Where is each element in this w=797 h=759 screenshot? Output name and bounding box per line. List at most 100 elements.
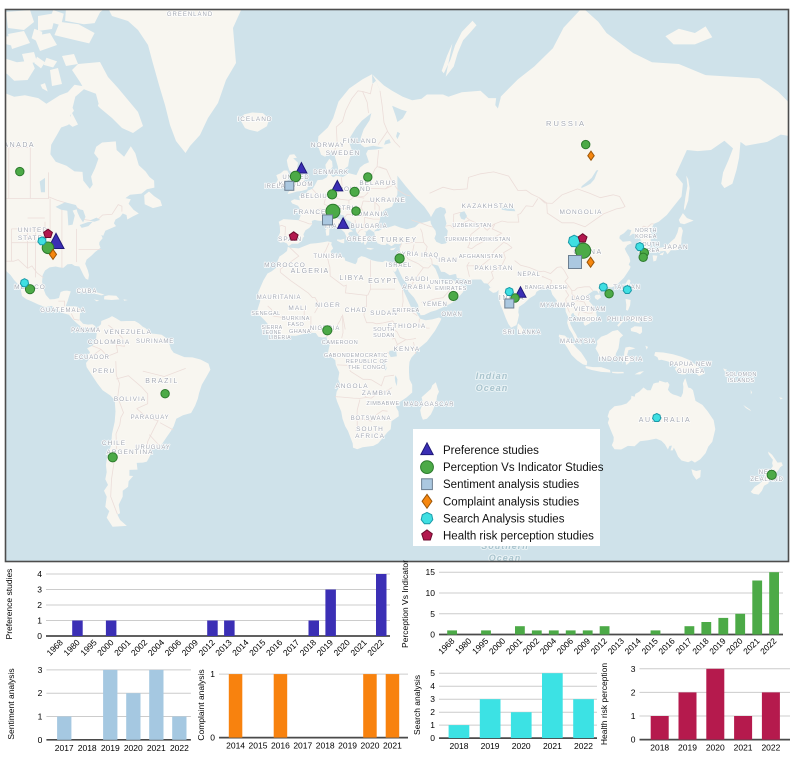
svg-text:ARABIA: ARABIA [402, 284, 432, 291]
svg-text:CAMEROON: CAMEROON [322, 340, 358, 346]
svg-text:Health risk perception: Health risk perception [599, 663, 609, 745]
svg-text:UNITED ARAB: UNITED ARAB [430, 280, 472, 286]
svg-text:ECUADOR: ECUADOR [74, 355, 110, 361]
svg-text:MALI: MALI [288, 305, 307, 312]
svg-text:0: 0 [210, 733, 215, 743]
svg-text:2019: 2019 [481, 741, 500, 751]
svg-text:IRAQ: IRAQ [421, 253, 439, 259]
svg-text:2017: 2017 [293, 741, 312, 751]
svg-text:2022: 2022 [574, 741, 593, 751]
svg-text:4: 4 [430, 681, 435, 691]
svg-text:FASO: FASO [288, 322, 305, 328]
svg-text:PAKISTAN: PAKISTAN [474, 265, 513, 272]
svg-text:Sentiment analysis studies: Sentiment analysis studies [443, 479, 579, 491]
svg-text:KAZAKHSTAN: KAZAKHSTAN [462, 203, 515, 210]
svg-text:REPUBLIC OF: REPUBLIC OF [346, 359, 388, 365]
svg-text:2018: 2018 [450, 741, 469, 751]
svg-text:CANADA: CANADA [0, 142, 35, 149]
svg-text:2018: 2018 [316, 741, 335, 751]
svg-text:GREECE: GREECE [347, 237, 377, 243]
svg-text:SRI LANKA: SRI LANKA [503, 330, 542, 336]
svg-text:NEW: NEW [759, 470, 775, 476]
svg-text:3: 3 [631, 664, 636, 674]
svg-text:KOREA: KOREA [638, 248, 660, 254]
svg-text:URUGUAY: URUGUAY [135, 445, 170, 451]
svg-text:2016: 2016 [271, 741, 290, 751]
svg-text:3: 3 [38, 665, 43, 675]
svg-text:IRELAND: IRELAND [264, 184, 296, 190]
svg-text:BOLIVIA: BOLIVIA [114, 396, 146, 403]
svg-text:SUDAN: SUDAN [370, 310, 398, 317]
svg-text:GABON: GABON [324, 353, 346, 359]
svg-text:2015: 2015 [249, 741, 268, 751]
svg-text:ERITREA: ERITREA [392, 308, 419, 314]
svg-text:LAOS: LAOS [571, 296, 590, 302]
svg-text:0: 0 [430, 733, 435, 743]
svg-text:LEONE: LEONE [263, 330, 282, 336]
svg-text:THE CONGO: THE CONGO [348, 365, 386, 371]
svg-text:3: 3 [430, 694, 435, 704]
svg-text:JAPAN: JAPAN [663, 244, 688, 251]
svg-text:BULGARIA: BULGARIA [351, 224, 388, 230]
svg-text:NORWAY: NORWAY [311, 142, 345, 149]
svg-text:SOLOMON: SOLOMON [725, 372, 757, 378]
svg-text:FINLAND: FINLAND [343, 138, 378, 145]
svg-text:1: 1 [38, 712, 43, 722]
svg-text:TAJIKISTAN: TAJIKISTAN [475, 237, 510, 243]
svg-text:SOUTH: SOUTH [356, 426, 384, 433]
svg-text:Preference studies: Preference studies [443, 445, 539, 457]
svg-text:2020: 2020 [706, 743, 725, 753]
svg-text:PANAMA: PANAMA [71, 328, 101, 334]
svg-text:SYRIA: SYRIA [397, 252, 419, 258]
svg-text:2019: 2019 [101, 743, 120, 753]
svg-text:Complaint analysis: Complaint analysis [196, 669, 206, 740]
svg-text:2021: 2021 [543, 741, 562, 751]
svg-text:SWEDEN: SWEDEN [326, 150, 361, 157]
svg-text:ISRAEL: ISRAEL [386, 263, 412, 269]
svg-text:2022: 2022 [170, 743, 189, 753]
svg-text:AUSTRIA: AUSTRIA [327, 206, 359, 212]
svg-text:SIERRA: SIERRA [261, 325, 282, 331]
svg-text:2019: 2019 [338, 741, 357, 751]
svg-text:BURKINA: BURKINA [282, 316, 310, 322]
svg-text:KENYA: KENYA [394, 346, 421, 353]
svg-text:MALAYSIA: MALAYSIA [560, 339, 596, 345]
svg-text:2: 2 [38, 688, 43, 698]
svg-text:Perception Vs Indicator Studie: Perception Vs Indicator Studies [443, 462, 604, 474]
svg-text:0: 0 [38, 735, 43, 745]
svg-text:LIBYA: LIBYA [339, 275, 364, 282]
svg-text:1: 1 [37, 616, 42, 626]
svg-text:ZAMBIA: ZAMBIA [362, 390, 392, 397]
svg-text:RUSSIA: RUSSIA [546, 119, 586, 128]
svg-text:VIETNAM: VIETNAM [574, 307, 606, 313]
svg-text:DENMARK: DENMARK [313, 170, 349, 176]
svg-text:Ocean: Ocean [476, 383, 509, 393]
svg-text:ROMANIA: ROMANIA [351, 211, 388, 218]
svg-text:BRAZIL: BRAZIL [145, 378, 179, 385]
svg-text:10: 10 [426, 588, 436, 598]
svg-text:1: 1 [210, 669, 215, 679]
svg-text:ZIMBABWE: ZIMBABWE [366, 401, 399, 407]
svg-text:BELARUS: BELARUS [359, 180, 396, 187]
svg-text:CAMBODIA: CAMBODIA [568, 317, 601, 323]
svg-text:5: 5 [430, 668, 435, 678]
svg-text:GUATEMALA: GUATEMALA [40, 308, 86, 314]
svg-text:15: 15 [426, 567, 436, 577]
svg-text:DEMOCRATIC: DEMOCRATIC [346, 353, 388, 359]
svg-text:EMIRATES: EMIRATES [435, 286, 467, 292]
svg-text:AFGHANISTAN: AFGHANISTAN [459, 254, 503, 260]
svg-text:3: 3 [37, 585, 42, 595]
svg-text:1: 1 [430, 720, 435, 730]
svg-text:GHANA: GHANA [289, 329, 311, 335]
svg-text:2021: 2021 [383, 741, 402, 751]
svg-text:IRAN: IRAN [438, 257, 458, 264]
svg-text:ANGOLA: ANGOLA [335, 383, 368, 390]
svg-text:NEPAL: NEPAL [517, 272, 540, 278]
svg-text:5: 5 [430, 609, 435, 619]
svg-text:MOROCCO: MOROCCO [264, 262, 306, 269]
svg-text:2019: 2019 [678, 743, 697, 753]
svg-text:Preference studies: Preference studies [4, 569, 14, 640]
svg-text:AFRICA: AFRICA [355, 433, 385, 440]
svg-text:AUSTRALIA: AUSTRALIA [639, 417, 691, 424]
svg-text:0: 0 [37, 631, 42, 641]
